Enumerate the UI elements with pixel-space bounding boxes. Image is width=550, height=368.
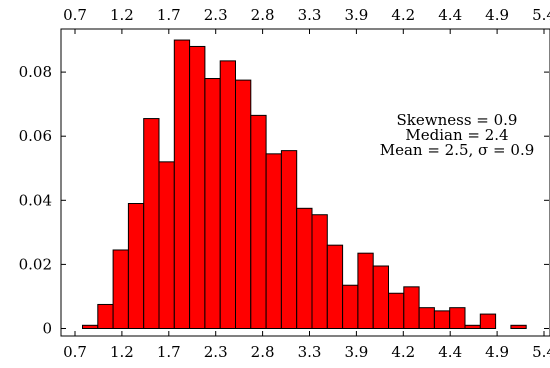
x-tick-label-top: 2.3	[204, 6, 228, 24]
x-tick-label-bottom: 1.7	[157, 343, 181, 361]
histogram-bar	[357, 252, 374, 329]
histogram-bar	[479, 313, 497, 329]
annotation-median: Median = 2.4	[405, 126, 508, 144]
histogram-bar	[388, 292, 405, 329]
histogram-bar	[326, 244, 344, 329]
annotation-block: Skewness = 0.9 Median = 2.4 Mean = 2.5, …	[380, 111, 535, 159]
y-tick-label: 0.06	[19, 127, 52, 145]
histogram-bar	[189, 45, 206, 330]
histogram-bar	[219, 60, 236, 329]
histogram-bar	[143, 118, 160, 329]
histogram-bar	[418, 307, 435, 330]
histogram-bar	[204, 78, 221, 330]
y-tick-label: 0.04	[19, 191, 52, 209]
y-tick-label: 0.02	[19, 255, 52, 273]
x-tick-label-bottom: 4.2	[391, 343, 415, 361]
x-tick-label-top: 2.8	[251, 6, 275, 24]
histogram-bar	[449, 307, 466, 330]
annotation-mean-sigma: Mean = 2.5, σ = 0.9	[380, 141, 535, 159]
x-tick-label-bottom: 0.7	[63, 343, 87, 361]
x-tick-label-bottom: 4.9	[485, 343, 509, 361]
histogram-bar	[296, 207, 313, 329]
x-tick-label-top: 3.9	[344, 6, 368, 24]
y-tick-label: 0	[42, 320, 52, 338]
histogram-bar	[311, 214, 328, 329]
histogram-bar	[464, 324, 481, 329]
histogram-bar	[265, 153, 282, 329]
x-tick-label-top: 5.4	[532, 6, 550, 24]
x-tick-label-bottom: 1.2	[110, 343, 134, 361]
x-tick-label-bottom: 5.4	[532, 343, 550, 361]
histogram-bar	[250, 114, 267, 330]
histogram-bar	[280, 150, 298, 329]
annotation-skewness: Skewness = 0.9	[397, 111, 518, 129]
histogram-bar	[510, 324, 527, 329]
x-tick-label-top: 3.3	[298, 6, 322, 24]
x-tick-label-top: 4.9	[485, 6, 509, 24]
histogram-bar	[173, 39, 191, 330]
y-tick-label: 0.08	[19, 63, 52, 81]
x-tick-label-top: 4.2	[391, 6, 415, 24]
axes: 0 0.02 0.04 0.06 0.08 0.7 0.7 1.2 1.2 1.7 1.7 2.3 2.…	[19, 6, 550, 361]
x-tick-label-bottom: 3.3	[298, 343, 322, 361]
x-tick-label-top: 4.4	[438, 6, 462, 24]
histogram-bar	[82, 324, 99, 329]
histogram-bar	[97, 303, 114, 329]
histogram-bar	[342, 284, 359, 330]
x-tick-label-top: 1.7	[157, 6, 181, 24]
x-tick-label-bottom: 2.3	[204, 343, 228, 361]
histogram-bar	[403, 286, 420, 329]
histogram-bar	[112, 249, 129, 329]
histogram-bar	[127, 203, 145, 329]
plot-frame	[60, 28, 550, 337]
x-tick-label-top: 1.2	[110, 6, 134, 24]
x-tick-label-bottom: 2.8	[251, 343, 275, 361]
histogram-bar	[158, 161, 175, 329]
histogram-bar	[372, 265, 390, 329]
histogram-bar	[235, 79, 252, 329]
x-tick-label-bottom: 4.4	[438, 343, 462, 361]
bar-series	[82, 39, 527, 330]
x-tick-label-bottom: 3.9	[344, 343, 368, 361]
histogram-bar	[433, 310, 451, 329]
x-tick-label-top: 0.7	[63, 6, 87, 24]
